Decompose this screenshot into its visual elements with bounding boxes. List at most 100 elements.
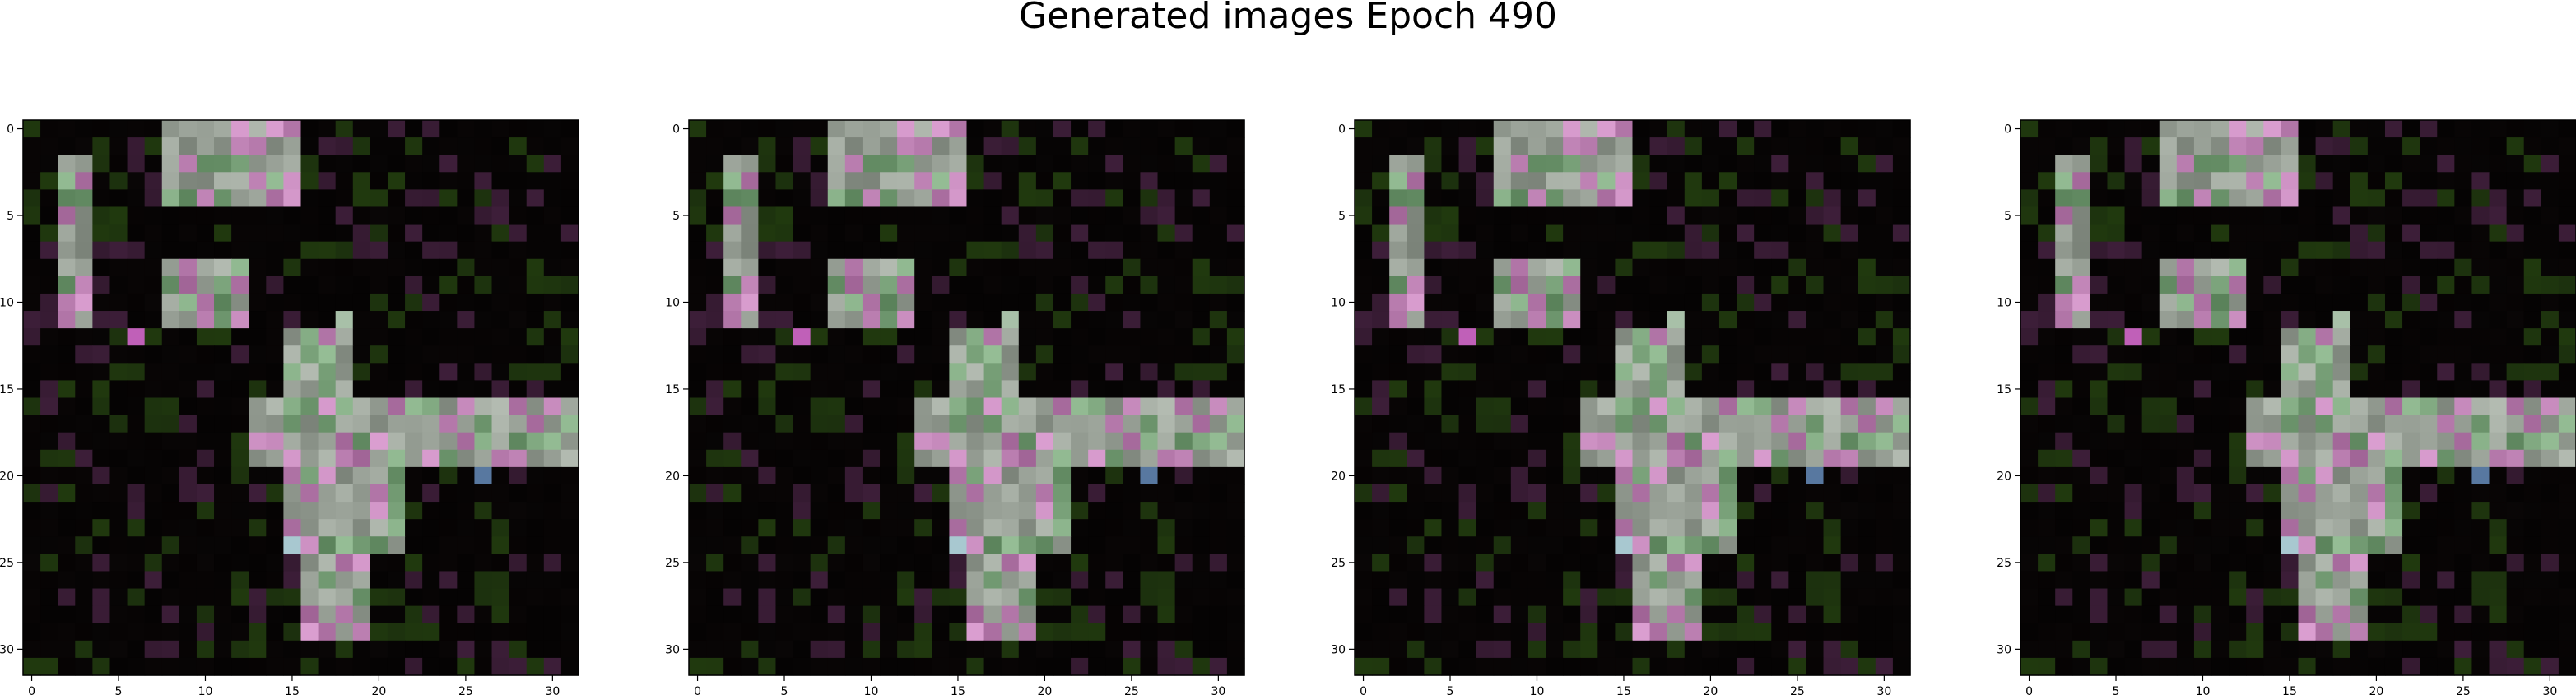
image-pixel: [2420, 206, 2438, 225]
image-pixel: [23, 155, 41, 173]
image-pixel: [75, 137, 93, 155]
image-pixel: [474, 536, 493, 554]
image-pixel: [144, 432, 163, 451]
image-pixel: [2038, 189, 2056, 208]
image-pixel: [793, 466, 811, 485]
image-pixel: [58, 397, 76, 416]
image-pixel: [1493, 466, 1512, 485]
y-tick-label: 30: [1331, 643, 1346, 656]
image-pixel: [2541, 554, 2560, 572]
image-pixel: [1580, 311, 1598, 329]
image-pixel: [2211, 397, 2230, 416]
image-pixel: [932, 623, 950, 642]
image-pixel: [1192, 432, 1211, 451]
image-pixel: [1174, 189, 1193, 208]
image-pixel: [2384, 206, 2403, 225]
image-pixel: [758, 466, 777, 485]
image-pixel: [370, 432, 388, 451]
image-pixel: [439, 640, 458, 659]
image-pixel: [932, 206, 950, 225]
image-pixel: [2159, 120, 2178, 138]
image-pixel: [2055, 466, 2073, 485]
image-pixel: [2072, 293, 2090, 312]
image-pixel: [844, 554, 863, 572]
image-pixel: [161, 571, 180, 590]
image-pixel: [758, 397, 777, 416]
image-pixel: [2176, 519, 2195, 537]
image-pixel: [2107, 484, 2126, 503]
image-pixel: [2523, 120, 2542, 138]
image-pixel: [422, 120, 440, 138]
image-pixel: [1035, 363, 1054, 381]
image-pixel: [1875, 571, 1894, 590]
image-pixel: [439, 258, 458, 277]
image-pixel: [2211, 484, 2230, 503]
image-pixel: [689, 432, 707, 451]
image-pixel: [2523, 189, 2542, 208]
image-pixel: [405, 536, 423, 554]
image-pixel: [723, 554, 742, 572]
image-pixel: [1771, 432, 1789, 451]
image-pixel: [2090, 623, 2109, 642]
image-pixel: [2489, 172, 2508, 190]
image-pixel: [2489, 502, 2508, 520]
image-pixel: [2384, 189, 2403, 208]
image-pixel: [543, 466, 562, 485]
image-pixel: [214, 328, 232, 346]
image-pixel: [1493, 155, 1512, 173]
image-pixel: [2384, 241, 2403, 260]
image-pixel: [1441, 189, 1460, 208]
image-pixel: [1858, 328, 1876, 346]
image-pixel: [1071, 276, 1089, 294]
image-pixel: [2298, 276, 2317, 294]
image-pixel: [474, 432, 493, 451]
image-pixel: [439, 502, 458, 520]
image-pixel: [2263, 276, 2281, 294]
image-pixel: [2176, 224, 2195, 243]
image-pixel: [1632, 276, 1651, 294]
image-pixel: [1597, 657, 1616, 676]
image-pixel: [827, 311, 846, 329]
image-pixel: [1615, 241, 1634, 260]
image-pixel: [2420, 172, 2438, 190]
image-pixel: [543, 137, 562, 155]
image-pixel: [1527, 120, 1546, 138]
image-pixel: [2038, 380, 2056, 399]
image-pixel: [2176, 189, 2195, 208]
image-pixel: [932, 172, 950, 190]
image-pixel: [1823, 554, 1842, 572]
image-pixel: [862, 293, 881, 312]
image-pixel: [1407, 657, 1425, 676]
image-pixel: [2402, 311, 2420, 329]
image-pixel: [932, 328, 950, 346]
image-pixel: [810, 172, 829, 190]
image-pixel: [405, 397, 423, 416]
image-pixel: [491, 189, 510, 208]
image-pixel: [2420, 363, 2438, 381]
image-pixel: [1754, 432, 1772, 451]
image-pixel: [1493, 189, 1512, 208]
image-pixel: [689, 206, 707, 225]
image-pixel: [1684, 623, 1703, 642]
image-pixel: [1823, 258, 1842, 277]
image-pixel: [335, 189, 354, 208]
image-pixel: [2523, 206, 2542, 225]
image-pixel: [1001, 241, 1020, 260]
image-pixel: [1001, 502, 1020, 520]
image-pixel: [283, 258, 302, 277]
image-pixel: [2437, 311, 2455, 329]
image-pixel: [1088, 241, 1106, 260]
image-pixel: [457, 311, 476, 329]
image-pixel: [1123, 206, 1142, 225]
image-pixel: [92, 415, 111, 433]
image-pixel: [1123, 241, 1142, 260]
image-pixel: [2558, 397, 2576, 416]
image-pixel: [1458, 415, 1477, 433]
image-pixel: [92, 155, 111, 173]
image-pixel: [266, 206, 284, 225]
image-pixel: [1771, 605, 1789, 624]
image-pixel: [457, 155, 476, 173]
image-pixel: [844, 276, 863, 294]
image-pixel: [1510, 640, 1529, 659]
image-pixel: [2437, 172, 2455, 190]
